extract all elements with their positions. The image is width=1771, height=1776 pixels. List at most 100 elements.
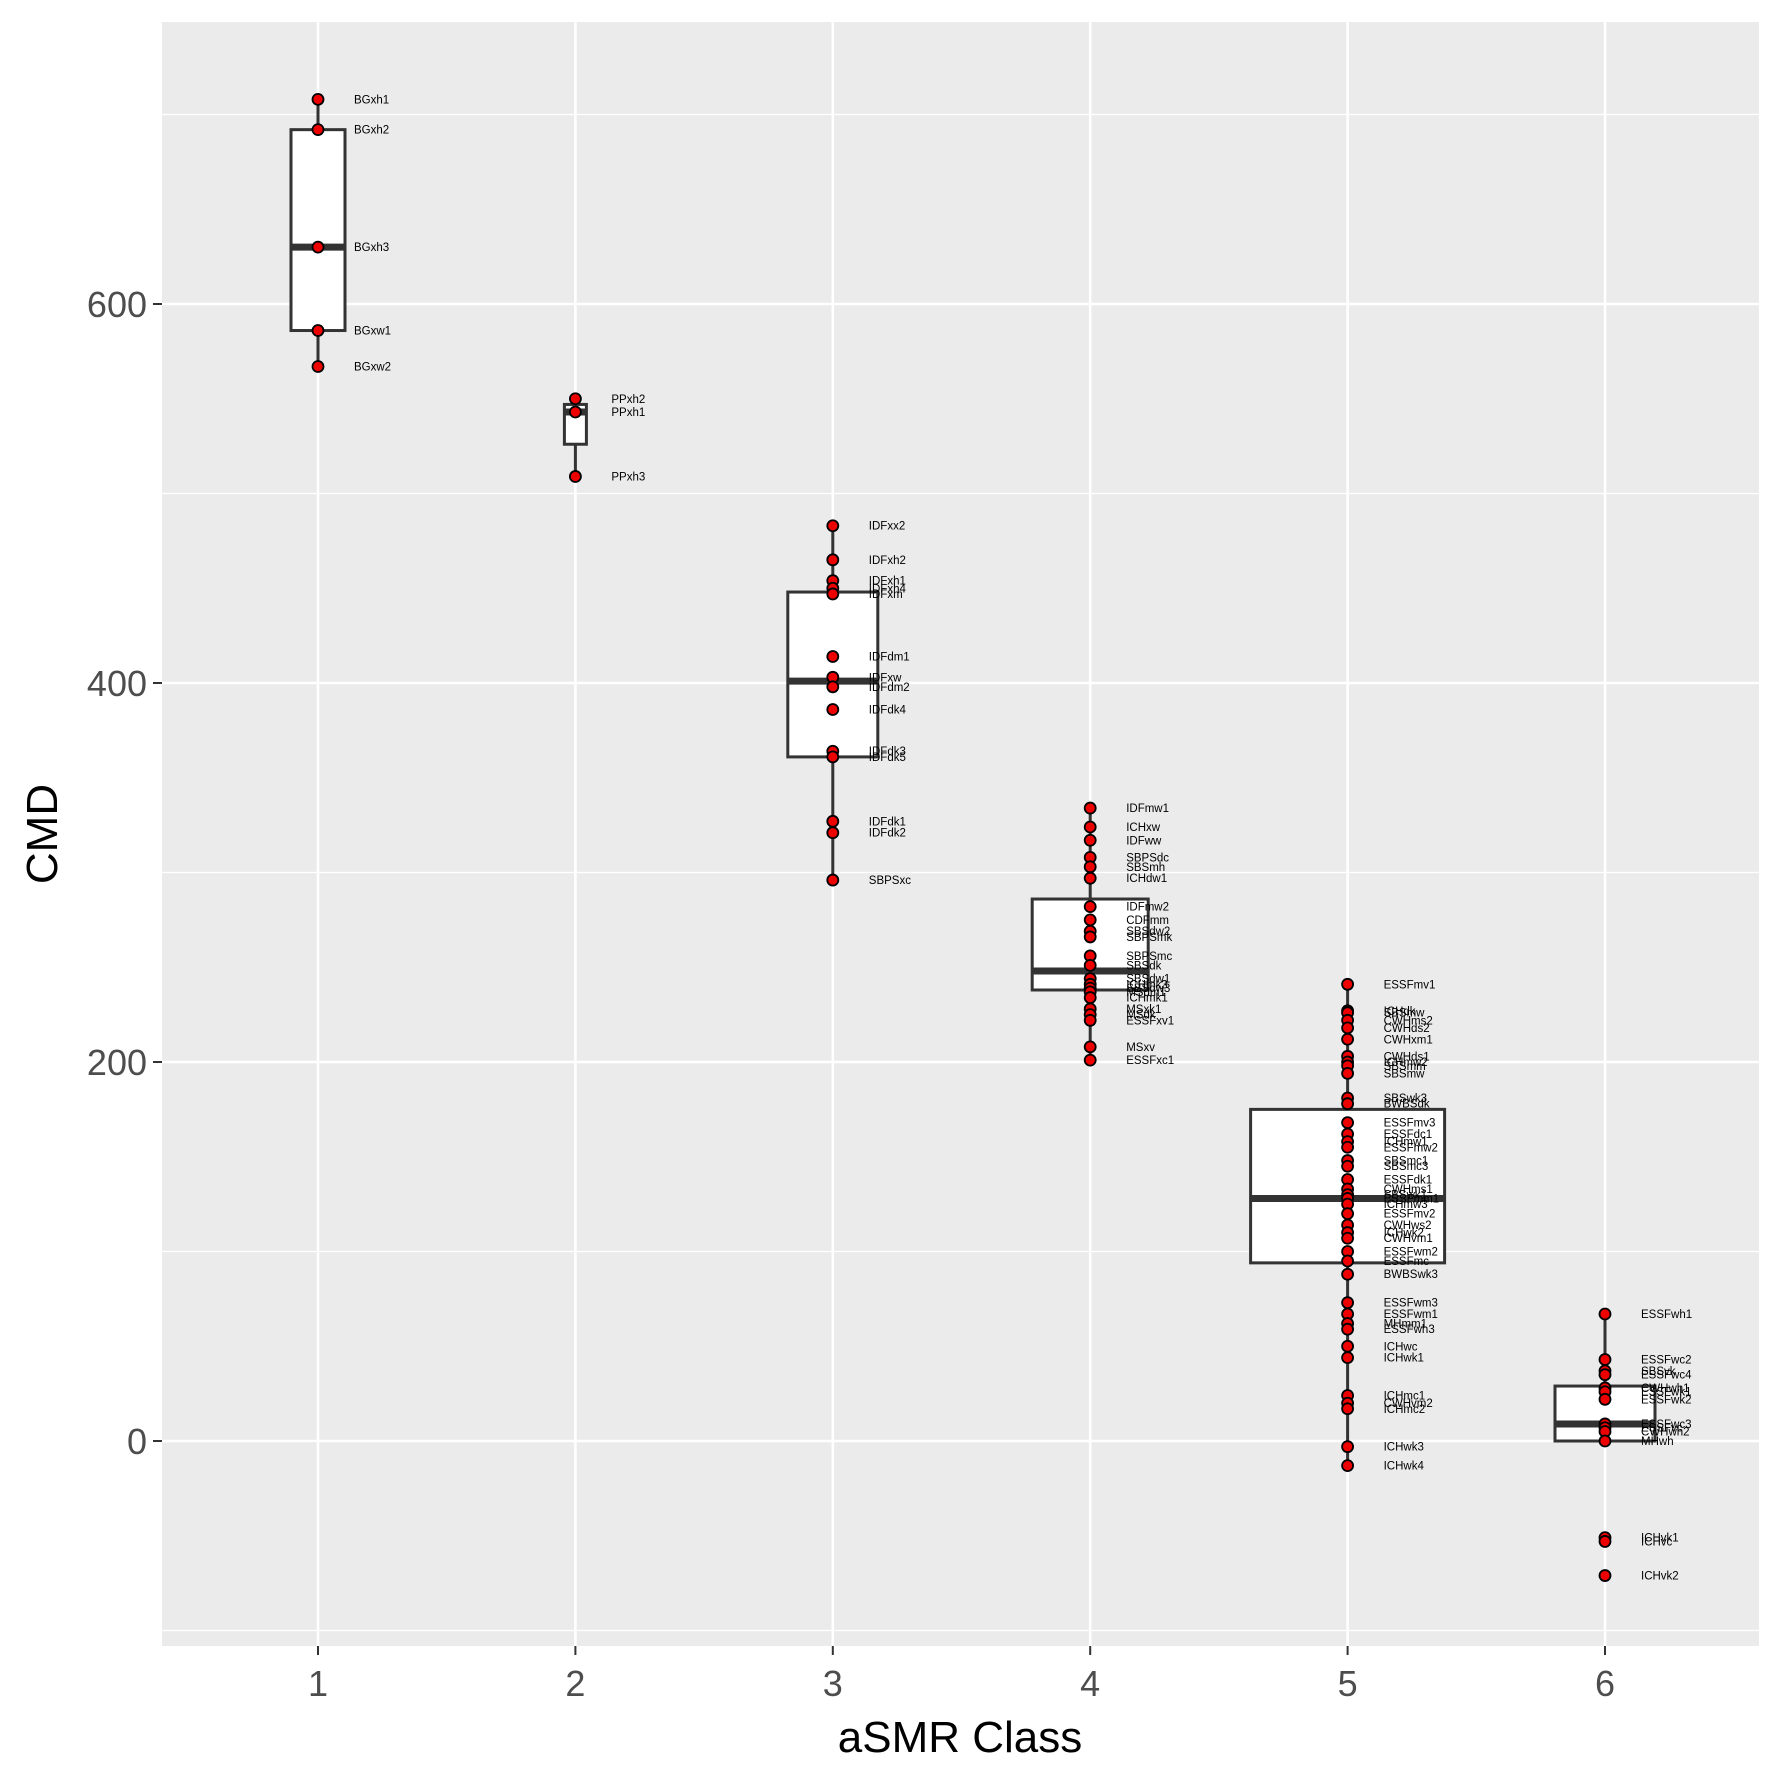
- point-label: ICHmc2: [1384, 1404, 1426, 1416]
- point-label: MSxk1: [1126, 1004, 1161, 1016]
- point-label: BWBSdk: [1384, 1099, 1430, 1111]
- data-point: [1341, 1296, 1354, 1310]
- data-point: [1341, 1066, 1354, 1080]
- data-point: [1598, 1392, 1612, 1406]
- data-point: [1341, 1254, 1354, 1268]
- point-label: IDFdm2: [869, 682, 910, 694]
- plot-panel: [162, 22, 1759, 1646]
- data-point: [569, 405, 582, 419]
- point-label: SBSdw2: [1126, 926, 1170, 938]
- data-points: [311, 92, 1612, 1582]
- point-label: IDFdm1: [869, 651, 910, 663]
- point-label: CWHwh2: [1641, 1427, 1690, 1439]
- point-label: SBSdk: [1126, 960, 1161, 972]
- data-point: [826, 680, 840, 694]
- point-label: CWHvm1: [1384, 1233, 1433, 1245]
- data-point: [1341, 977, 1354, 991]
- point-label: ICHmw1: [1384, 1137, 1428, 1149]
- data-point: [1083, 1040, 1097, 1054]
- point-label: ESSFxv1: [1126, 1015, 1174, 1027]
- data-point: [311, 360, 325, 373]
- point-label: ICHvk2: [1641, 1571, 1679, 1583]
- data-point: [1083, 801, 1097, 815]
- point-label: CWHxm1: [1384, 1034, 1433, 1046]
- data-point: [1083, 1013, 1097, 1027]
- point-label: ICHdk: [1384, 1006, 1416, 1018]
- point-label: ESSFwk1: [1641, 1387, 1692, 1399]
- data-point: [826, 750, 840, 764]
- point-label: BGxw2: [354, 362, 391, 374]
- data-point: [826, 814, 840, 828]
- point-label: MHmm1: [1384, 1319, 1427, 1331]
- point-label: MSdm1: [1126, 987, 1166, 999]
- point-label: IDFxh4: [869, 583, 907, 595]
- point-label: ESSFvc: [1641, 1423, 1683, 1435]
- point-label: MHwh: [1641, 1436, 1674, 1448]
- data-point: [1598, 1307, 1612, 1321]
- point-label: ICHmc1: [1384, 1391, 1426, 1403]
- data-point: [1341, 1440, 1354, 1454]
- point-label: ICHdw1: [1126, 873, 1167, 885]
- y-axis-title: CMD: [18, 784, 67, 884]
- point-label: SBPSmk: [1126, 932, 1172, 944]
- point-label: ICHwk3: [1384, 1442, 1424, 1454]
- data-point: [1598, 1353, 1612, 1366]
- point-label: IDFxx2: [869, 521, 905, 533]
- x-tick-label: 4: [1080, 1663, 1100, 1704]
- point-label: IDFmw2: [1126, 902, 1169, 914]
- point-label: CWHvm2: [1384, 1398, 1433, 1410]
- point-label: IDFdk5: [869, 752, 906, 764]
- point-label: SBSmw: [1384, 1008, 1426, 1020]
- point-label: ICHvk1: [1641, 1533, 1679, 1545]
- point-label: BGxw1: [354, 326, 391, 338]
- data-point: [1598, 1368, 1612, 1382]
- point-label: BWBSwk3: [1384, 1269, 1438, 1281]
- data-point: [1341, 1116, 1354, 1130]
- data-point: [311, 324, 325, 337]
- point-label: ESSFwm2: [1384, 1247, 1438, 1259]
- point-label: CDFmm: [1126, 915, 1169, 927]
- point-label: IDFxw: [869, 672, 902, 684]
- data-point: [826, 826, 840, 840]
- data-point: [1598, 1434, 1612, 1448]
- data-point: [1083, 930, 1097, 944]
- point-label: BGxh3: [354, 242, 389, 254]
- x-tick-label: 3: [823, 1663, 843, 1704]
- point-label: PPxh3: [611, 471, 645, 483]
- point-label: MSxv: [1126, 1042, 1155, 1054]
- data-point: [1341, 1351, 1354, 1365]
- point-label: IDFdk1: [869, 816, 906, 828]
- point-label: SBSvk: [1641, 1366, 1676, 1378]
- data-point: [1341, 1231, 1354, 1245]
- data-point: [1083, 913, 1097, 927]
- data-point: [569, 470, 582, 483]
- data-point: [826, 873, 840, 887]
- point-label: CWHms2: [1384, 1015, 1433, 1027]
- y-tick-label: 400: [87, 663, 147, 704]
- data-point: [569, 392, 582, 406]
- point-label: ESSFdk1: [1384, 1174, 1433, 1186]
- point-label: ICHxw: [1126, 822, 1161, 834]
- point-label: CWHws2: [1384, 1220, 1432, 1232]
- data-point: [1083, 833, 1097, 847]
- data-point: [1341, 1097, 1354, 1111]
- data-point: [826, 519, 840, 533]
- data-point: [1341, 1267, 1354, 1281]
- data-point: [1341, 1402, 1354, 1416]
- data-point: [826, 587, 840, 601]
- data-point: [1083, 820, 1097, 834]
- point-label: ICHmw3: [1384, 1199, 1428, 1211]
- data-point: [1083, 1053, 1097, 1067]
- point-label: ESSFmv2: [1384, 1209, 1436, 1221]
- point-label: ICHvc: [1641, 1536, 1673, 1548]
- box-iqr: [786, 590, 880, 759]
- data-point: [1083, 860, 1097, 874]
- point-label: SBSmm: [1384, 1061, 1426, 1073]
- data-point: [311, 240, 325, 254]
- data-point: [1598, 1569, 1612, 1582]
- point-label: SBSmw: [1384, 1068, 1426, 1080]
- x-tick-label: 5: [1338, 1663, 1358, 1704]
- point-label: BGxh2: [354, 125, 389, 137]
